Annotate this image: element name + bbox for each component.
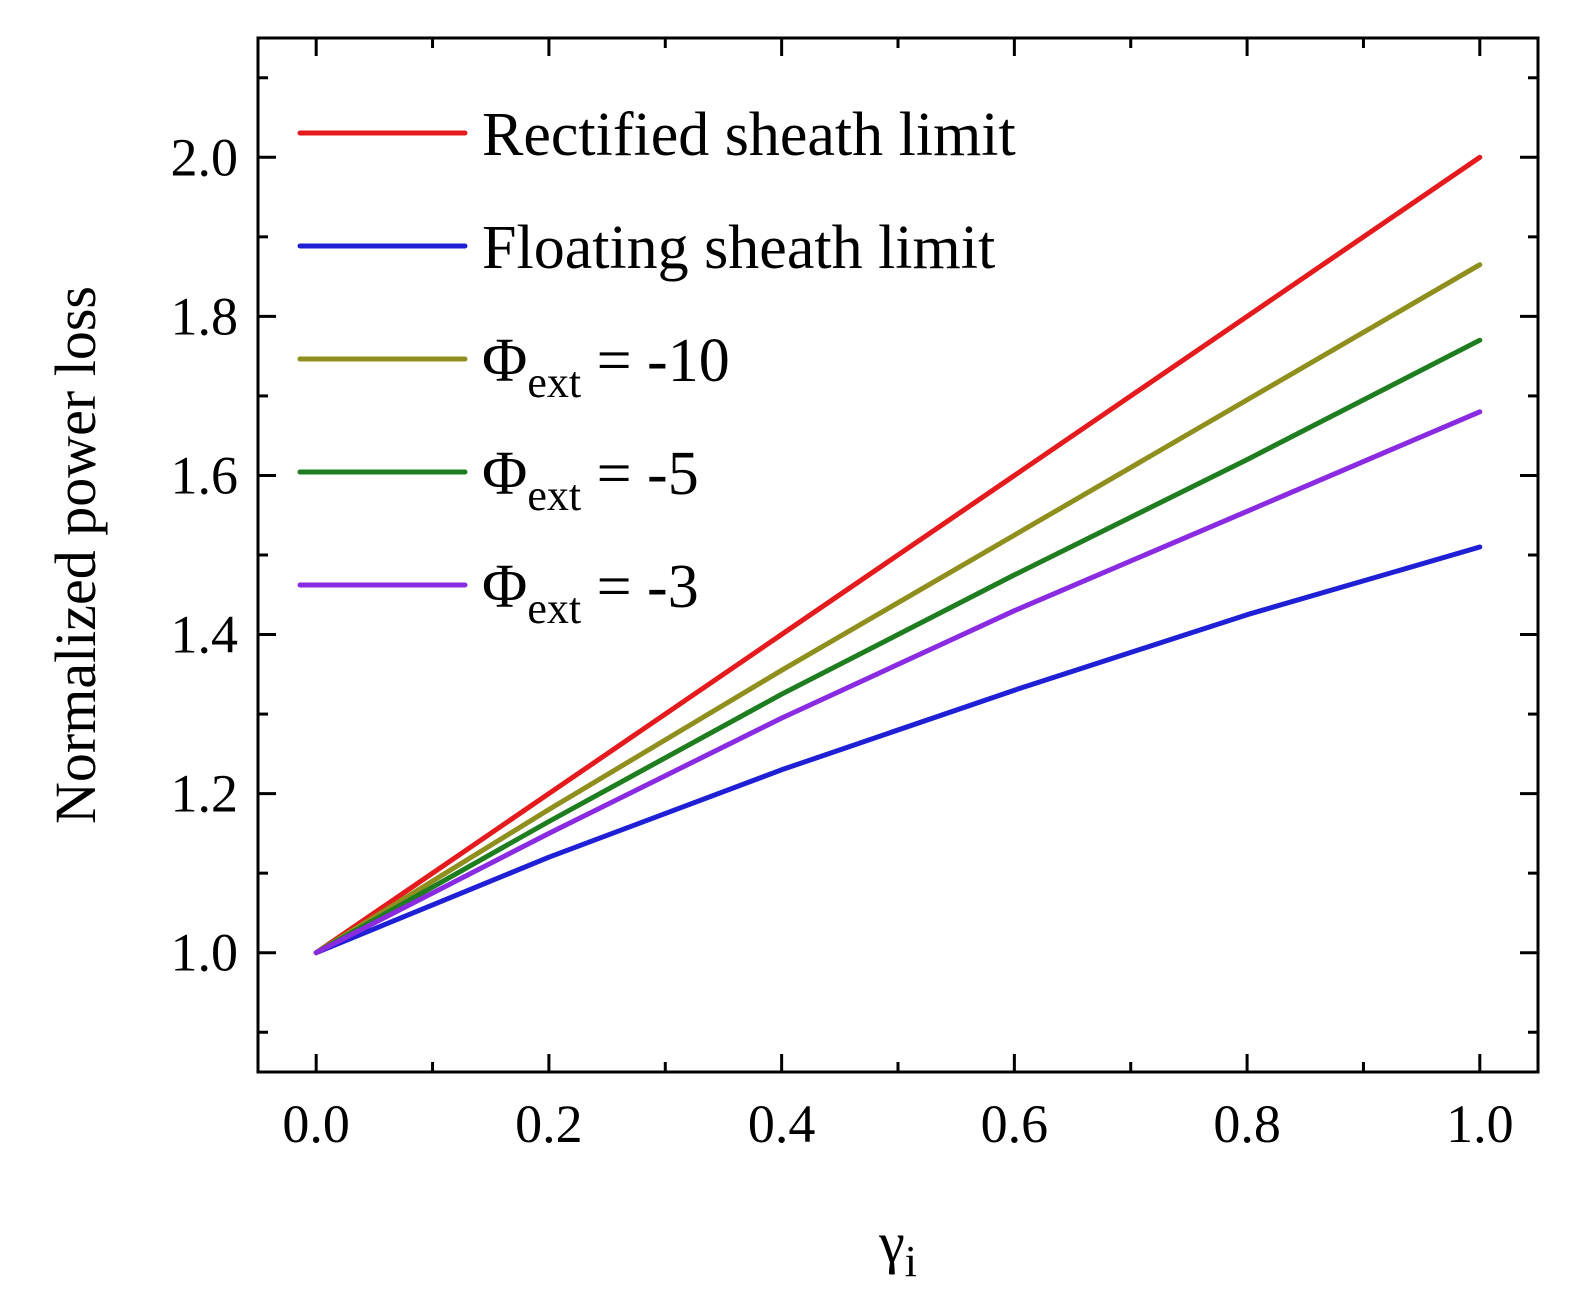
legend-label-suffix: = -5 bbox=[581, 440, 699, 508]
ticks-layer: 0.0 0.2 0.4 0.6 0.8 1.0 1.0 1.2 1.4 1.6 1.8 2.0 bbox=[171, 38, 1538, 1154]
legend-label-suffix: = -3 bbox=[581, 553, 699, 621]
legend-label-4: Φext = -3 bbox=[482, 553, 699, 633]
y-tick-label: 1.6 bbox=[171, 445, 239, 505]
legend-label-sub: ext bbox=[527, 471, 581, 520]
x-axis-title-main: γ bbox=[878, 1210, 905, 1275]
x-axis-title: γi bbox=[878, 1210, 917, 1286]
x-tick-label: 0.4 bbox=[748, 1094, 816, 1154]
legend-label-main: Φ bbox=[482, 553, 527, 621]
legend-label-main: Floating sheath limit bbox=[482, 214, 995, 282]
series-layer bbox=[313, 154, 1483, 956]
series-line-4 bbox=[313, 409, 1483, 956]
legend-label-sub: ext bbox=[527, 584, 581, 633]
legend-label-1: Floating sheath limit bbox=[482, 214, 995, 282]
x-axis-title-sub: i bbox=[905, 1237, 917, 1286]
x-tick-label: 0.0 bbox=[282, 1094, 350, 1154]
legend-label-suffix: = -10 bbox=[581, 327, 730, 395]
series-line-3 bbox=[313, 337, 1483, 956]
series-line-0 bbox=[313, 154, 1483, 956]
y-tick-label: 1.4 bbox=[171, 605, 239, 665]
x-tick-label: 0.6 bbox=[981, 1094, 1049, 1154]
legend-label-3: Φext = -5 bbox=[482, 440, 699, 520]
legend-label-main: Φ bbox=[482, 440, 527, 508]
y-tick-label: 1.2 bbox=[171, 764, 239, 824]
x-tick-label: 0.8 bbox=[1213, 1094, 1281, 1154]
legend-label-sub: ext bbox=[527, 358, 581, 407]
y-tick-label: 1.0 bbox=[171, 923, 239, 983]
x-tick-label: 1.0 bbox=[1446, 1094, 1514, 1154]
series-line-2 bbox=[313, 262, 1483, 956]
legend-label-0: Rectified sheath limit bbox=[482, 101, 1016, 169]
y-tick-label: 2.0 bbox=[171, 127, 239, 187]
series-line-1 bbox=[313, 544, 1483, 956]
y-axis-title: Normalized power loss bbox=[43, 286, 108, 824]
legend: Rectified sheath limit Floating sheath li… bbox=[297, 101, 1016, 633]
y-tick-label: 1.8 bbox=[171, 286, 239, 346]
x-tick-label: 0.2 bbox=[515, 1094, 583, 1154]
legend-label-main: Φ bbox=[482, 327, 527, 395]
legend-label-main: Rectified sheath limit bbox=[482, 101, 1016, 169]
legend-label-2: Φext = -10 bbox=[482, 327, 730, 407]
